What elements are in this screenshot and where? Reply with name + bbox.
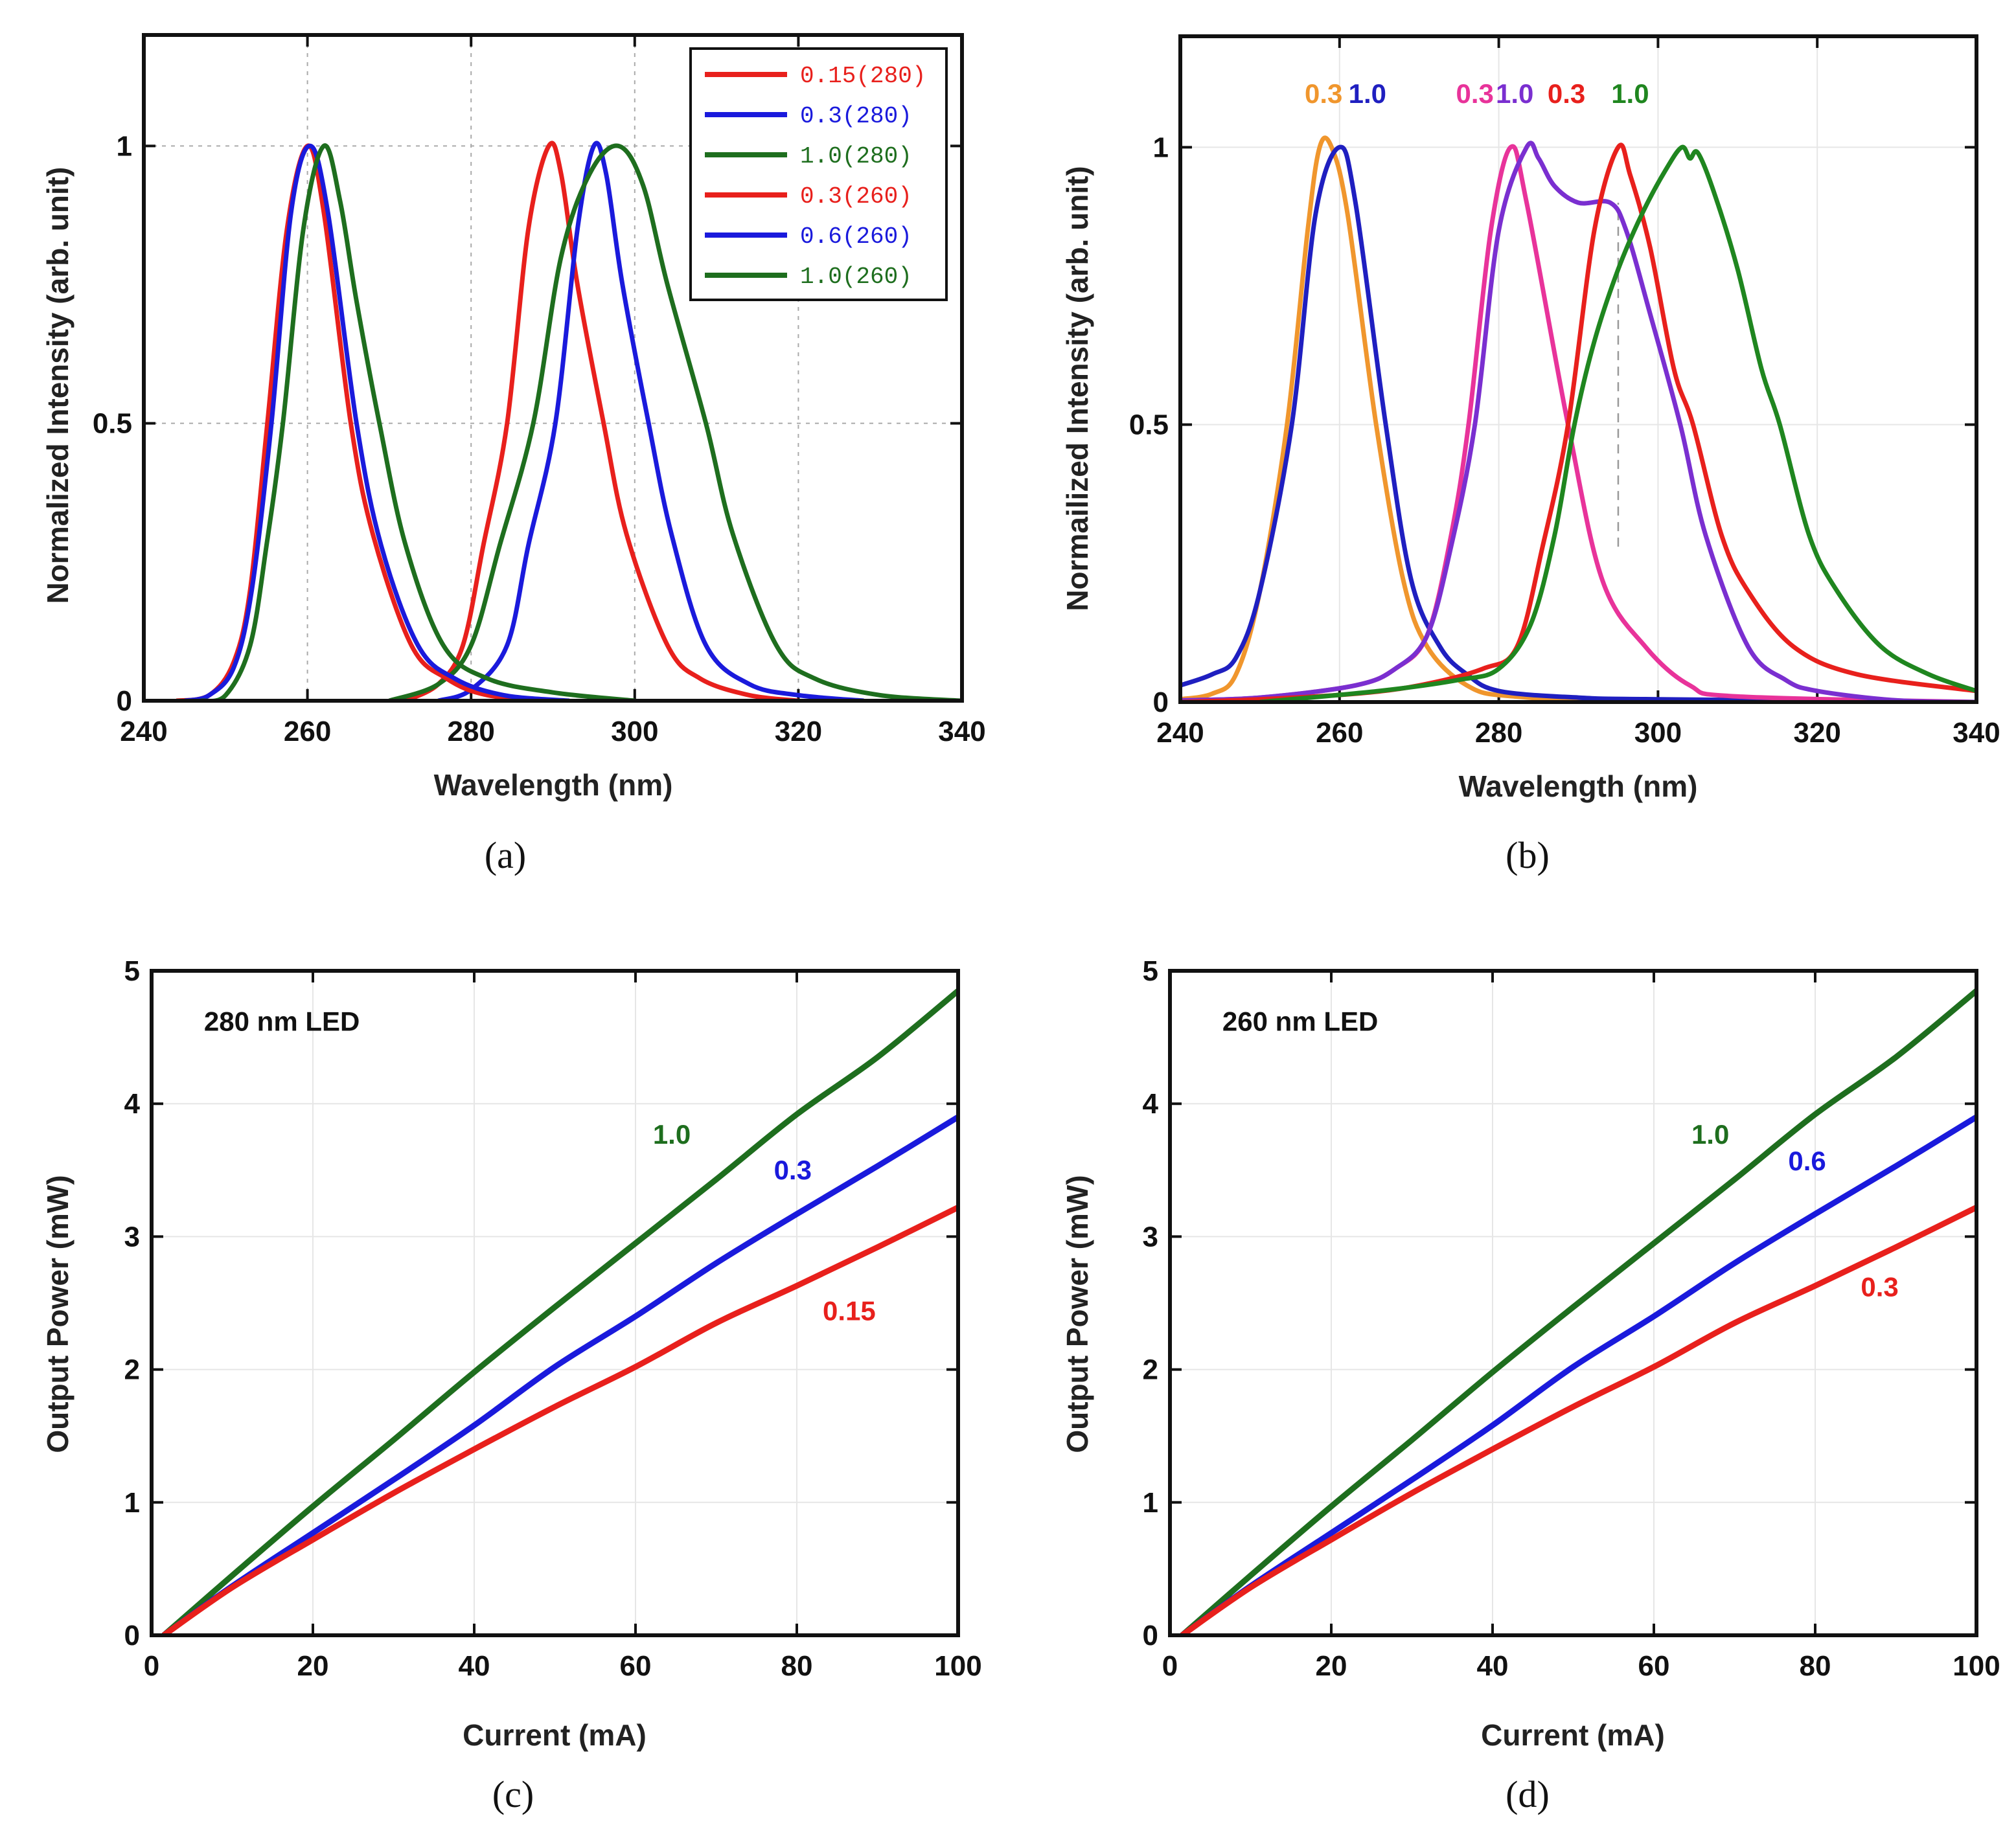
series-annotation: 1.0 bbox=[1496, 78, 1533, 109]
y-tick-label: 0.5 bbox=[93, 408, 132, 440]
x-tick-label: 20 bbox=[297, 1650, 329, 1682]
series-line-1-0-280- bbox=[388, 143, 962, 701]
y-tick-label: 1 bbox=[1153, 131, 1169, 163]
y-axis-label: Output Power (mW) bbox=[1060, 1175, 1094, 1453]
x-axis-label: Wavelength (nm) bbox=[434, 768, 673, 802]
x-tick-label: 280 bbox=[1475, 717, 1522, 749]
x-tick-label: 80 bbox=[1800, 1650, 1831, 1682]
x-tick-label: 20 bbox=[1316, 1650, 1347, 1682]
x-axis-label: Current (mA) bbox=[1481, 1718, 1665, 1752]
series-annotation: 0.6 bbox=[1788, 1146, 1826, 1176]
legend-label: 0.3(280) bbox=[800, 103, 912, 130]
y-tick-label: 5 bbox=[1143, 955, 1158, 987]
y-tick-label: 1 bbox=[124, 1487, 140, 1519]
x-tick-label: 60 bbox=[620, 1650, 652, 1682]
plot-frame bbox=[142, 33, 964, 703]
y-tick-label: 1 bbox=[117, 130, 132, 162]
series-line-1-0 bbox=[1180, 144, 1976, 702]
chart-title: 260 nm LED bbox=[1222, 1006, 1378, 1036]
x-tick-label: 240 bbox=[1156, 717, 1204, 749]
panel-caption: (d) bbox=[1506, 1773, 1550, 1815]
series-line-0-15 bbox=[162, 1205, 958, 1635]
y-tick-label: 5 bbox=[124, 955, 140, 987]
series-annotation: 0.3 bbox=[774, 1155, 812, 1185]
y-tick-label: 0.5 bbox=[1129, 409, 1169, 441]
y-axis-label: Normailized Intensity (arb. unit) bbox=[1060, 166, 1094, 611]
y-tick-label: 2 bbox=[1143, 1354, 1158, 1386]
legend-label: 0.6(260) bbox=[800, 223, 912, 250]
x-tick-label: 260 bbox=[284, 716, 331, 747]
series-line-1-0 bbox=[1180, 141, 1976, 702]
y-tick-label: 0 bbox=[1143, 1620, 1158, 1651]
x-tick-label: 260 bbox=[1316, 717, 1363, 749]
y-tick-label: 3 bbox=[1143, 1221, 1158, 1253]
series-annotation: 0.15 bbox=[823, 1296, 876, 1326]
legend-box bbox=[689, 47, 948, 301]
x-tick-label: 100 bbox=[1953, 1650, 2000, 1682]
series-line-0-3-280- bbox=[437, 141, 864, 701]
series-annotation: 0.3 bbox=[1548, 78, 1585, 109]
series-line-0-6-260- bbox=[184, 143, 570, 701]
x-tick-label: 320 bbox=[775, 716, 822, 747]
chart-panel-d: 0 20 40 60 80 100 0 1 2 3 4 5 1.0 0.6 0.3 260 nm LED Cur… bbox=[1060, 955, 2000, 1815]
panel-caption: (b) bbox=[1506, 834, 1550, 876]
chart-title: 280 nm LED bbox=[204, 1006, 360, 1036]
panel-caption: (c) bbox=[492, 1773, 534, 1815]
series-annotation: 0.3 bbox=[1305, 78, 1342, 109]
x-tick-label: 40 bbox=[459, 1650, 490, 1682]
series-annotation: 1.0 bbox=[1611, 78, 1649, 109]
y-tick-label: 4 bbox=[1143, 1088, 1159, 1120]
series-line-0-6 bbox=[1180, 1114, 1976, 1635]
x-tick-label: 0 bbox=[144, 1650, 159, 1682]
y-tick-label: 2 bbox=[124, 1354, 140, 1386]
series-line-1-0 bbox=[161, 988, 958, 1635]
panel-caption: (a) bbox=[485, 834, 526, 876]
legend-label: 1.0(280) bbox=[800, 143, 912, 170]
x-tick-label: 340 bbox=[1953, 717, 2000, 749]
series-annotation: 1.0 bbox=[653, 1119, 691, 1150]
x-tick-label: 60 bbox=[1638, 1650, 1670, 1682]
x-tick-label: 100 bbox=[934, 1650, 981, 1682]
series-line-0-15-280- bbox=[404, 141, 799, 701]
legend-label: 0.3(260) bbox=[800, 183, 912, 210]
y-axis-label: Normalized Intensity (arb. unit) bbox=[41, 167, 74, 604]
series-line-1-0 bbox=[1259, 144, 1976, 702]
x-tick-label: 40 bbox=[1477, 1650, 1509, 1682]
legend-label: 1.0(260) bbox=[800, 264, 912, 290]
x-tick-label: 320 bbox=[1793, 717, 1840, 749]
series-line-1-0-260- bbox=[200, 143, 636, 701]
series-line-0-3 bbox=[162, 1114, 958, 1635]
series-annotation: 0.3 bbox=[1456, 78, 1494, 109]
chart-panel-c: 0 20 40 60 80 100 0 1 2 3 4 5 1.0 0.3 0.15 280 nm LED Cu… bbox=[41, 955, 982, 1815]
plot-frame bbox=[150, 969, 960, 1637]
x-axis-label: Wavelength (nm) bbox=[1459, 769, 1698, 803]
x-tick-label: 80 bbox=[781, 1650, 813, 1682]
x-tick-label: 280 bbox=[447, 716, 494, 747]
series-line-1-0 bbox=[1180, 988, 1976, 1635]
y-axis-label: Output Power (mW) bbox=[41, 1175, 74, 1453]
plot-frame bbox=[1168, 969, 1978, 1637]
x-axis-label: Current (mA) bbox=[463, 1718, 647, 1752]
y-tick-label: 0 bbox=[124, 1620, 140, 1651]
series-annotation: 0.3 bbox=[1861, 1272, 1898, 1302]
series-line-0-3 bbox=[1180, 1205, 1976, 1635]
y-tick-label: 0 bbox=[117, 685, 132, 717]
series-annotation: 1.0 bbox=[1349, 78, 1386, 109]
series-annotation: 1.0 bbox=[1691, 1119, 1729, 1150]
x-tick-label: 340 bbox=[938, 716, 985, 747]
y-tick-label: 4 bbox=[124, 1088, 141, 1120]
plot-frame bbox=[1178, 34, 1978, 704]
x-tick-label: 240 bbox=[120, 716, 167, 747]
x-tick-label: 300 bbox=[611, 716, 658, 747]
x-tick-label: 0 bbox=[1162, 1650, 1178, 1682]
y-tick-label: 3 bbox=[124, 1221, 140, 1253]
y-tick-label: 0 bbox=[1153, 686, 1169, 718]
legend-label: 0.15(280) bbox=[800, 63, 926, 89]
x-tick-label: 300 bbox=[1634, 717, 1682, 749]
y-tick-label: 1 bbox=[1143, 1487, 1158, 1519]
chart-panel-a: 240 260 280 300 320 340 0 0.5 1 0.15(280) 0.3(280)… bbox=[41, 33, 986, 876]
